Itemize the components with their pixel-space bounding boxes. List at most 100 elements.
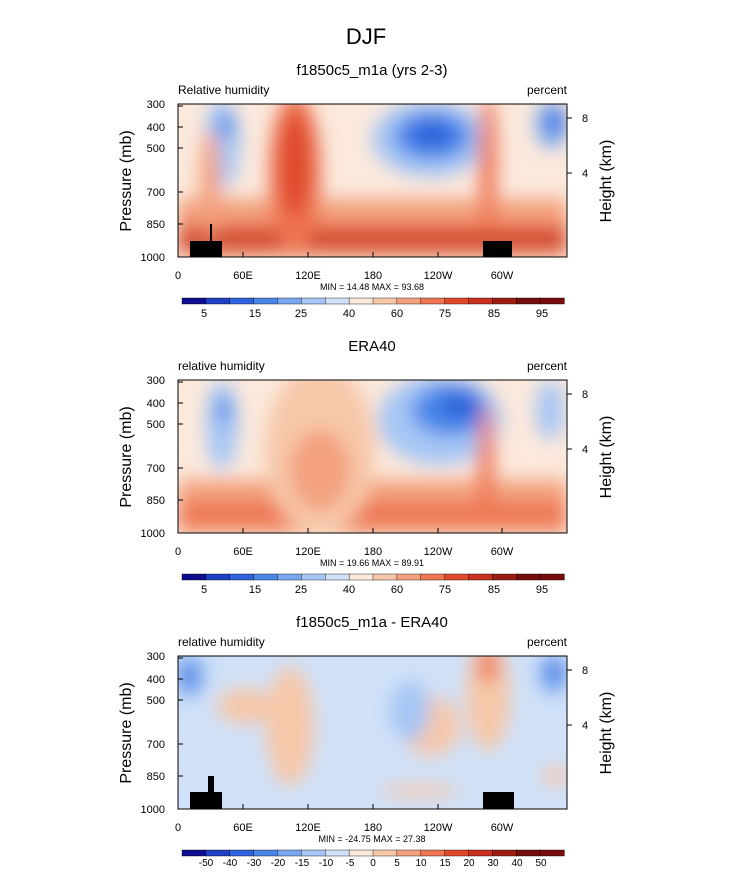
colorbar-swatch [205,849,231,857]
y2-axis-label: Height (km) [598,692,615,775]
colorbar-label: 0 [370,858,376,869]
rh-field [178,380,567,533]
colorbar-label: -15 [295,858,310,869]
height-tick-label: 4 [582,444,588,456]
lon-tick-label: 120E [295,546,321,558]
min-max-stats: MIN = 14.48 MAX = 93.68 [320,282,424,292]
colorbar-label: -30 [247,858,262,869]
colorbar-swatch [420,849,446,857]
colorbar-swatch [181,297,207,305]
colorbar-label: 40 [511,858,523,869]
colorbar-swatch [277,573,302,581]
colorbar [181,297,565,305]
lon-tick-label: 60E [233,822,253,834]
colorbar-swatch [468,297,493,305]
left-label: relative humidity [178,359,265,373]
colorbar-swatch [372,573,398,581]
colorbar-swatch [229,297,255,305]
topography-block [190,241,222,257]
colorbar-label: 75 [439,308,451,320]
right-label: percent [527,635,568,649]
pressure-tick-label: 1000 [141,528,165,540]
colorbar-label: 95 [536,584,548,596]
positive-anomaly-core [478,656,498,682]
colorbar-swatch [229,849,255,857]
colorbar-label: 5 [201,584,207,596]
colorbar-label: 60 [391,584,403,596]
colorbar-label: -5 [346,858,355,869]
colorbar-swatch [372,849,398,857]
colorbar-swatch [229,573,255,581]
colorbar-label: 25 [295,308,307,320]
colorbar-swatch [444,297,470,305]
colorbar-label: -20 [271,858,286,869]
colorbar-swatch [301,573,326,581]
pressure-tick-label: 400 [147,398,165,410]
lon-tick-label: 0 [175,546,181,558]
panel-3: f1850c5_m1a - ERA40 relative humidity pe… [118,614,615,869]
axis-ticks [177,105,572,258]
colorbar-swatch [205,297,231,305]
y2-axis-label: Height (km) [598,140,615,223]
pressure-tick-label: 700 [147,463,165,475]
colorbar-swatch [181,573,207,581]
panel-title: f1850c5_m1a (yrs 2-3) [297,62,448,79]
colorbar-swatch [420,297,446,305]
y-axis-label: Pressure (mb) [118,682,135,783]
y-axis-label: Pressure (mb) [118,406,135,507]
colorbar-swatch [253,849,279,857]
height-tick-label: 8 [582,113,588,125]
colorbar-label: 50 [535,858,547,869]
lon-tick-label: 0 [175,822,181,834]
lon-tick-label: 180 [364,822,382,834]
colorbar-label: 30 [487,858,499,869]
pressure-tick-label: 850 [147,495,165,507]
rh-field [178,104,567,257]
colorbar-label: 40 [343,584,355,596]
topography [190,776,514,809]
colorbar-swatch [396,573,422,581]
colorbar-swatch [181,849,207,857]
colorbar-swatch [325,849,350,857]
positive-anomaly-boundary-layer [380,785,460,797]
panel-2: ERA40 relative humidity percent 300 400 … [118,338,615,596]
min-max-stats: MIN = 19.66 MAX = 89.91 [320,558,424,568]
colorbar-swatch [492,573,517,581]
panel-title: f1850c5_m1a - ERA40 [296,614,448,631]
height-tick-label: 8 [582,389,588,401]
pressure-tick-label: 850 [147,219,165,231]
topography-block [483,241,512,257]
positive-anomaly-west-pacific [266,666,314,786]
colorbar-swatch [396,297,422,305]
pressure-tick-label: 300 [147,375,165,387]
y2-axis-label: Height (km) [598,416,615,499]
pressure-tick-label: 500 [147,695,165,707]
topography-block [483,792,514,809]
left-label: relative humidity [178,635,265,649]
panel-1: f1850c5_m1a (yrs 2-3) Relative humidity … [118,62,615,320]
negative-anomaly-atlantic-core [549,663,563,681]
colorbar-swatch [325,573,350,581]
panel-title: ERA40 [348,338,396,355]
topography-block [208,776,214,792]
lon-tick-label: 0 [175,270,181,282]
pressure-tick-label: 1000 [141,252,165,264]
colorbar-label: 20 [463,858,475,869]
lon-tick-label: 60W [491,822,514,834]
colorbar-swatch [348,573,374,581]
rh-difference-field [178,656,567,809]
pressure-tick-label: 500 [147,419,165,431]
colorbar-swatch [468,849,493,857]
colorbar-label: 40 [343,308,355,320]
figure-title: DJF [346,24,386,49]
pressure-tick-label: 300 [147,99,165,111]
min-max-stats: MIN = -24.75 MAX = 27.38 [318,834,425,844]
colorbar-swatch [253,297,279,305]
pressure-tick-label: 700 [147,187,165,199]
dry-region-deep-core [440,391,480,419]
boundary-layer-core [178,232,567,248]
topography-block [190,792,222,809]
colorbar-label: 25 [295,584,307,596]
colorbar-swatch [372,297,398,305]
axis-ticks [177,657,572,810]
